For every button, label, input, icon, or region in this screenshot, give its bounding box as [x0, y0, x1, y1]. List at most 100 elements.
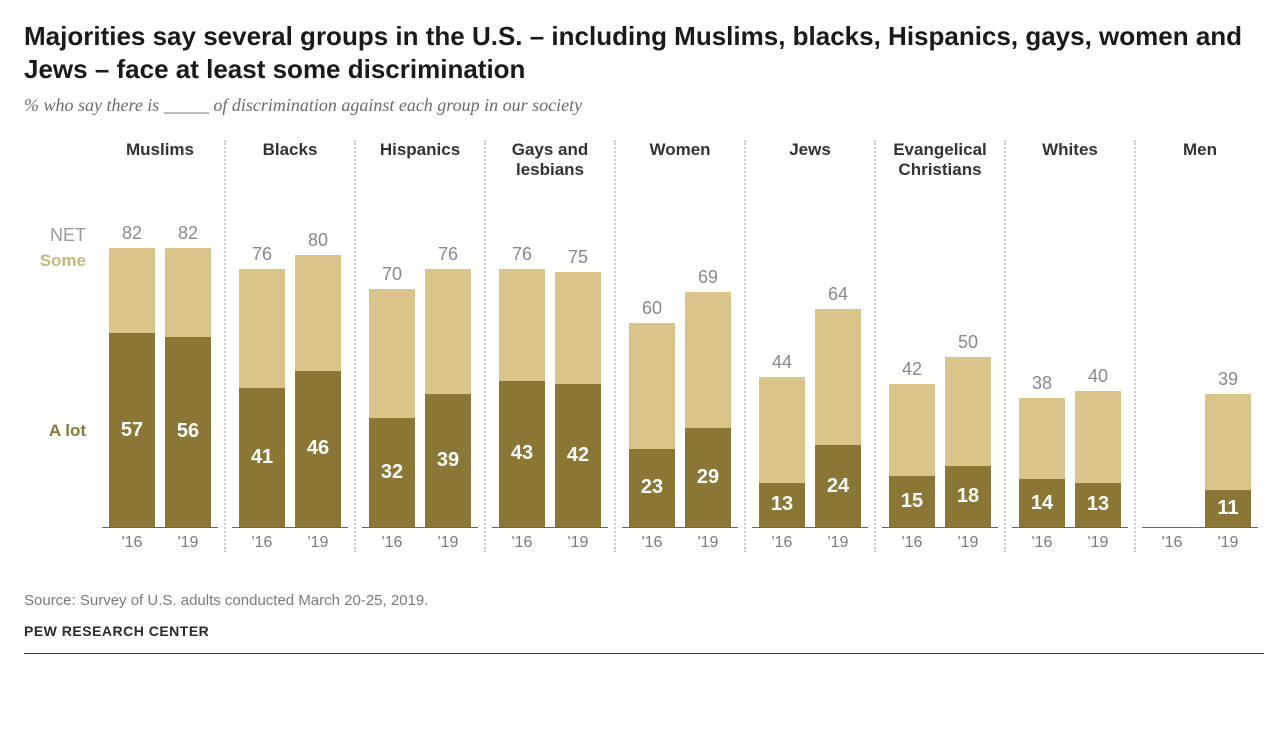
alot-value: 15 — [901, 490, 923, 513]
alot-value: 24 — [827, 475, 849, 498]
segment-alot: 57 — [109, 333, 155, 527]
bar-stack: 39 — [425, 269, 471, 527]
year-label: '16 — [889, 534, 935, 552]
year-row: '16'19 — [492, 534, 608, 552]
bars-row: 82578256 — [102, 188, 218, 528]
alot-value: 43 — [511, 442, 533, 465]
year-label: '16 — [1019, 534, 1065, 552]
bar: 8256 — [165, 223, 211, 527]
net-value: 70 — [382, 264, 402, 285]
legend-net: NET — [50, 225, 86, 246]
bar: 38 14 — [1019, 373, 1065, 527]
year-label: '19 — [425, 534, 471, 552]
bar: 60 23 — [629, 298, 675, 527]
net-value: 42 — [902, 359, 922, 380]
bar: 7542 — [555, 247, 601, 527]
year-label: '19 — [295, 534, 341, 552]
bar: 76 41 — [239, 244, 285, 527]
net-value: 69 — [698, 267, 718, 288]
bars-row: 76437542 — [492, 188, 608, 528]
group-label: Whites — [1042, 140, 1098, 188]
footer-rule — [24, 653, 1264, 654]
year-row: '16'19 — [232, 534, 348, 552]
year-row: '16'19 — [882, 534, 998, 552]
year-row: '16 '19 — [102, 534, 218, 552]
segment-alot: 39 — [425, 394, 471, 527]
segment-alot: 18 — [945, 466, 991, 527]
segment-some — [369, 289, 415, 418]
bar: 8046 — [295, 230, 341, 527]
segment-some — [1019, 398, 1065, 480]
year-label: '16 — [759, 534, 805, 552]
legend-alot: A lot — [49, 421, 86, 441]
year-label: '19 — [815, 534, 861, 552]
bar-stack: 13 — [759, 377, 805, 527]
segment-alot: 13 — [759, 483, 805, 527]
year-label: '16 — [1149, 534, 1195, 552]
segment-alot: 42 — [555, 384, 601, 527]
segment-alot: 15 — [889, 476, 935, 527]
segment-alot: 24 — [815, 445, 861, 527]
year-row: '16 '19 — [362, 534, 478, 552]
bars-row: 44 13 64 24 — [752, 188, 868, 528]
chart-group: Blacks76418046'16'19 — [226, 140, 356, 552]
segment-alot: 14 — [1019, 479, 1065, 527]
alot-value: 14 — [1031, 492, 1053, 515]
segment-alot: 41 — [239, 388, 285, 527]
year-label: '19 — [165, 534, 211, 552]
bar: 7032 — [369, 264, 415, 527]
alot-value: 23 — [641, 476, 663, 499]
year-label: '19 — [1205, 534, 1251, 552]
segment-alot: 46 — [295, 371, 341, 527]
bar-stack: 56 — [165, 248, 211, 527]
alot-value: 18 — [957, 485, 979, 508]
net-value: 82 — [178, 223, 198, 244]
segment-some — [1205, 394, 1251, 489]
alot-value: 57 — [121, 419, 143, 442]
net-value: 38 — [1032, 373, 1052, 394]
net-value: 64 — [828, 284, 848, 305]
group-label: Muslims — [126, 140, 194, 188]
bar: 50 18 — [945, 332, 991, 527]
group-label: Gays and lesbians — [492, 140, 608, 188]
net-value: 60 — [642, 298, 662, 319]
bar: 7643 — [499, 244, 545, 527]
alot-value: 11 — [1217, 497, 1238, 520]
segment-alot: 23 — [629, 449, 675, 527]
bar: 64 24 — [815, 284, 861, 527]
bar: 7639 — [425, 244, 471, 527]
segment-some — [759, 377, 805, 482]
bar: 69 29 — [685, 267, 731, 527]
bar-stack: 14 — [1019, 398, 1065, 527]
year-label: '16 — [369, 534, 415, 552]
bar: 44 13 — [759, 352, 805, 527]
bars-row: 60 23 69 29 — [622, 188, 738, 528]
chart-group: Men3911'16'19 — [1136, 140, 1264, 552]
segment-some — [499, 269, 545, 381]
year-label: '19 — [1075, 534, 1121, 552]
segment-alot: 11 — [1205, 490, 1251, 527]
legend-column: NET Some A lot — [24, 140, 96, 528]
group-label: Jews — [789, 140, 831, 188]
chart-group: Gays and lesbians76437542'16'19 — [486, 140, 616, 552]
chart-area: NET Some A lot Muslims82578256'16'19Blac… — [24, 140, 1264, 552]
bar-stack: 23 — [629, 323, 675, 527]
alot-value: 41 — [251, 446, 273, 469]
net-value: 76 — [252, 244, 272, 265]
chart-group: Hispanics70327639'16'19 — [356, 140, 486, 552]
bar-stack: 13 — [1075, 391, 1121, 527]
bar-stack: 43 — [499, 269, 545, 527]
year-label: '16 — [109, 534, 155, 552]
segment-some — [239, 269, 285, 388]
net-value: 50 — [958, 332, 978, 353]
segment-some — [815, 309, 861, 445]
segment-some — [629, 323, 675, 449]
year-label: '16 — [499, 534, 545, 552]
chart-title: Majorities say several groups in the U.S… — [24, 20, 1264, 85]
bar-stack: 57 — [109, 248, 155, 527]
net-value: 44 — [772, 352, 792, 373]
segment-alot: 29 — [685, 428, 731, 527]
alot-value: 29 — [697, 466, 719, 489]
segment-alot: 13 — [1075, 483, 1121, 527]
bar: 8257 — [109, 223, 155, 527]
